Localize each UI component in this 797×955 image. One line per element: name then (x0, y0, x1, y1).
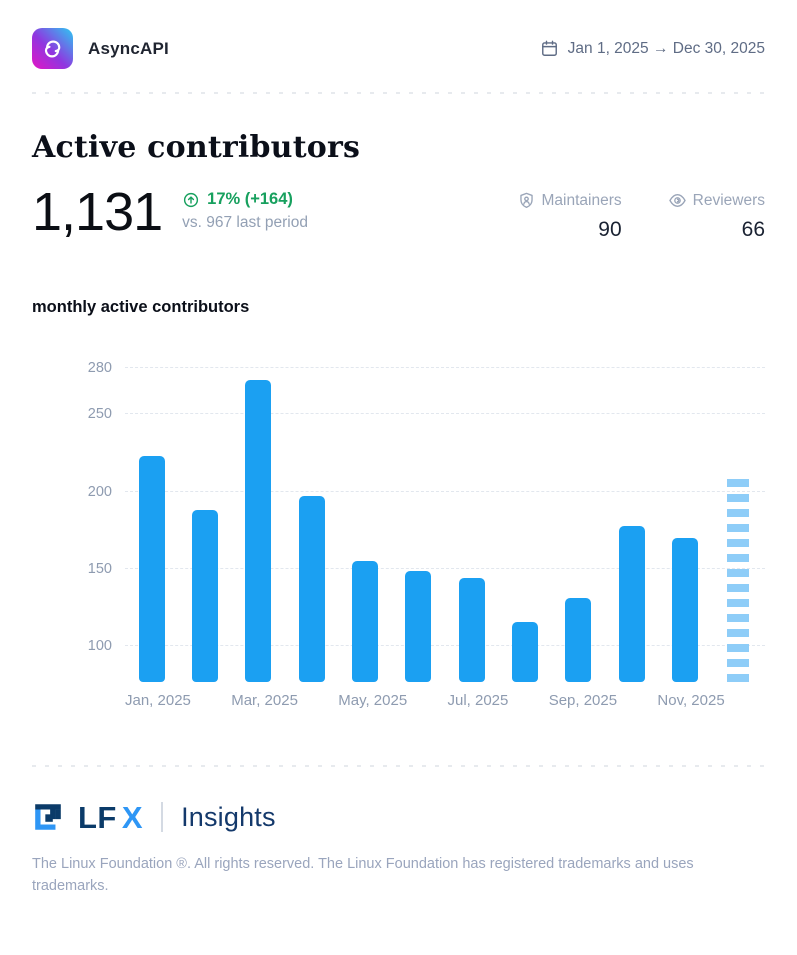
x-tick-label (617, 692, 657, 709)
gridline (125, 490, 765, 492)
x-tick-label: May, 2025 (338, 692, 408, 709)
bar-jan-2025[interactable] (138, 456, 165, 682)
bar-jul-2025[interactable] (458, 578, 485, 682)
page-title: Active contributors (32, 130, 361, 165)
reviewers-stat: Reviewers 66 (668, 191, 765, 242)
date-range-control[interactable]: Jan 1, 2025 → Dec 30, 2025 (540, 39, 765, 58)
chart-x-axis: Jan, 2025 Mar, 2025 May, 2025 Jul, 2025 Sep,… (125, 692, 765, 709)
maintainers-stat: Maintainers 90 (517, 191, 622, 242)
stats-row: 1,131 17% (+164) vs. 967 last period (32, 185, 765, 242)
x-tick-label: Mar, 2025 (231, 692, 298, 709)
x-tick-label: Jul, 2025 (447, 692, 509, 709)
bar-may-2025[interactable] (351, 561, 378, 682)
maintainer-shield-icon (517, 191, 536, 210)
gridline (125, 568, 765, 570)
x-tick-label: Nov, 2025 (657, 692, 725, 709)
header: AsyncAPI Jan 1, 2025 → Dec 30, 2025 (32, 0, 765, 69)
y-tick-label: 280 (87, 359, 112, 376)
trend-up-icon (182, 191, 200, 209)
bar-mar-2025[interactable] (245, 380, 272, 682)
bar-aug-2025[interactable] (511, 621, 538, 682)
x-tick-label: Jan, 2025 (125, 692, 191, 709)
insights-wordmark: Insights (181, 801, 276, 832)
bar-apr-2025[interactable] (298, 496, 325, 682)
y-tick-label: 200 (87, 483, 112, 500)
reviewers-value: 66 (741, 218, 765, 241)
change-percent: 17% (+164) (207, 190, 293, 208)
project-brand: AsyncAPI (32, 28, 169, 69)
reviewer-eye-icon (668, 191, 687, 210)
comparison-text: vs. 967 last period (182, 214, 308, 231)
gridline (125, 645, 765, 647)
y-tick-label: 100 (87, 638, 112, 655)
lfx-wordmark-x: X (121, 799, 144, 835)
y-tick-label: 150 (87, 561, 112, 578)
project-name: AsyncAPI (88, 38, 169, 58)
reviewers-label: Reviewers (692, 191, 765, 209)
bar-oct-2025[interactable] (618, 525, 645, 682)
x-tick-label (725, 692, 765, 709)
monthly-contributors-chart: 100 150 200 250 280 Jan, 2025 Mar, 2025 May, 2… (76, 357, 765, 709)
calendar-icon (540, 39, 559, 58)
active-contributors-value: 1,131 (32, 182, 163, 242)
footer: LF X Insights The Linux Foundation ®. All… (32, 767, 765, 898)
chart-title: monthly active contributors (32, 298, 250, 316)
legal-text: The Linux Foundation ®. All rights reser… (32, 856, 694, 895)
date-range-text: Jan 1, 2025 → Dec 30, 2025 (567, 39, 765, 57)
lfx-logo-icon (32, 801, 64, 833)
bar-jun-2025[interactable] (405, 570, 432, 682)
x-tick-label (508, 692, 548, 709)
maintainers-label: Maintainers (541, 191, 622, 209)
x-tick-label (407, 692, 447, 709)
chart-plot (125, 357, 765, 682)
x-tick-label (191, 692, 231, 709)
logo-divider (161, 802, 164, 832)
bar-dec-2025[interactable] (727, 471, 750, 682)
x-tick-label: Sep, 2025 (548, 692, 618, 709)
header-divider (32, 92, 765, 94)
footer-divider (32, 765, 765, 767)
gridline (125, 366, 765, 368)
x-tick-label (298, 692, 338, 709)
maintainers-value: 90 (598, 218, 622, 241)
y-tick-label: 250 (87, 406, 112, 423)
chart-y-axis: 100 150 200 250 280 (76, 357, 112, 682)
bar-feb-2025[interactable] (191, 510, 218, 682)
lfx-wordmark-lf: LF (78, 799, 117, 835)
gridline (125, 413, 765, 415)
bar-sep-2025[interactable] (565, 598, 592, 682)
bar-nov-2025[interactable] (671, 538, 698, 682)
asyncapi-logo-icon (32, 28, 73, 69)
